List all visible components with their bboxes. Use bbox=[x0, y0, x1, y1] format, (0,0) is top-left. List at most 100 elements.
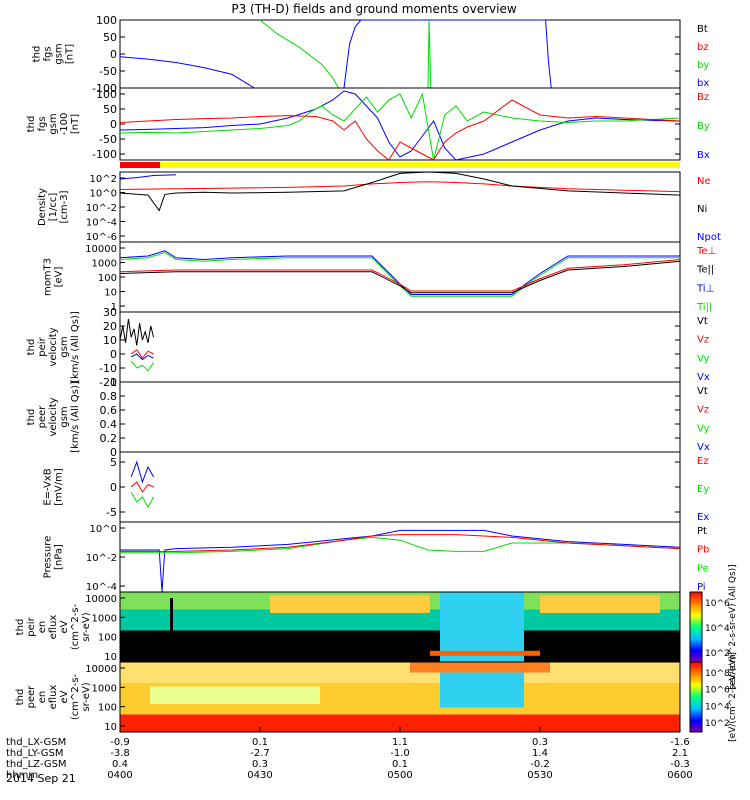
spec-warm-band bbox=[540, 595, 660, 613]
series-Ti|| bbox=[119, 251, 680, 297]
series-Ti⊥ bbox=[119, 250, 680, 295]
y-tick-label: 10 bbox=[104, 652, 117, 663]
x-row-value: 1.1 bbox=[392, 737, 408, 748]
x-row-value: 0600 bbox=[667, 770, 692, 781]
y-tick-label: 10^-2 bbox=[86, 553, 117, 564]
panel-peer_vel: 10.80.60.40.20 thd peer velocity gsm [km/s (A… bbox=[26, 376, 710, 459]
series-Bz bbox=[119, 99, 681, 161]
y-tick-label: 50 bbox=[103, 103, 117, 116]
y-axis-label: peir bbox=[26, 616, 37, 636]
x-row-value: 0400 bbox=[107, 770, 132, 781]
legend-entry: Ti|| bbox=[696, 302, 712, 313]
colorbar-tick-label: 10^4 bbox=[705, 702, 730, 712]
y-axis-label: Density bbox=[37, 188, 48, 226]
x-row-value: 0.4 bbox=[112, 759, 128, 770]
legend-entry: Bx bbox=[697, 150, 710, 161]
y-axis-label: thd bbox=[26, 339, 37, 356]
x-row-value: -1.0 bbox=[390, 748, 410, 759]
panel-peir_spec: 10^6 10^4 10^2[eV/(cm^2-s-sr-eV) (All Qs)]… bbox=[15, 564, 738, 689]
x-row-value: 0.3 bbox=[252, 759, 268, 770]
y-tick-label: 10 bbox=[103, 334, 117, 347]
status-bar-yellow bbox=[120, 162, 680, 168]
y-axis-label: sr-eV) bbox=[81, 682, 92, 711]
x-row-value: -2.7 bbox=[250, 748, 270, 759]
x-row-value: 0.1 bbox=[392, 759, 408, 770]
y-tick-label: -10 bbox=[99, 362, 117, 375]
series-Vz bbox=[130, 349, 154, 360]
series-Te|| bbox=[119, 260, 681, 294]
x-row-value: 0530 bbox=[527, 770, 552, 781]
panel-density: 10^2 10^0 10^-2 10^-4 10^-6 Density [1/cc] [cm-… bbox=[37, 171, 721, 243]
y-tick-label: 0 bbox=[110, 118, 117, 131]
legend-entry: Pb bbox=[697, 545, 709, 556]
colorbar-tick-label: 10^6 bbox=[705, 599, 730, 609]
legend-entry: Te|| bbox=[696, 265, 714, 276]
panel-efield: 5 0 -5 E=-VxB [mV/m] Ez Ey Ex bbox=[43, 451, 709, 523]
y-axis-label: [mV/m] bbox=[54, 468, 65, 506]
y-axis-label: peer bbox=[26, 685, 37, 709]
y-tick-label: 10^-4 bbox=[86, 218, 117, 229]
colorbar bbox=[689, 591, 703, 663]
y-tick-label: 10^2 bbox=[90, 174, 117, 185]
series-Npot bbox=[119, 174, 177, 180]
legend-entry: Ex bbox=[697, 512, 709, 523]
y-tick-label: -50 bbox=[99, 65, 117, 78]
series-Vt bbox=[119, 318, 155, 346]
y-tick-label: -100 bbox=[92, 82, 117, 95]
legend-entry: by bbox=[697, 60, 709, 71]
y-axis-label: eV bbox=[59, 620, 70, 633]
x-row-value: -1.6 bbox=[670, 737, 690, 748]
colorbar-tick-label: 10^2 bbox=[705, 649, 730, 659]
y-tick-label: 0.8 bbox=[100, 390, 118, 403]
legend-entry: Vt bbox=[697, 316, 708, 327]
y-axis-label: thd bbox=[26, 409, 37, 426]
x-row-value: 0.3 bbox=[532, 737, 548, 748]
y-axis-label: peer bbox=[37, 405, 48, 429]
legend-entry: Pe bbox=[697, 563, 709, 574]
y-axis-label: en bbox=[37, 621, 48, 634]
y-tick-label: 100 bbox=[96, 88, 117, 101]
spec-low-energy bbox=[120, 630, 680, 662]
y-axis-label: sr-eV) bbox=[81, 612, 92, 641]
x-row-value: -0.9 bbox=[110, 737, 130, 748]
y-tick-label: 100 bbox=[98, 703, 117, 714]
series-Vy bbox=[130, 360, 155, 372]
y-tick-label: 10 bbox=[104, 722, 117, 733]
legend-entry: Vx bbox=[697, 442, 710, 453]
y-axis-label: en bbox=[37, 691, 48, 704]
spec-gap bbox=[440, 592, 524, 662]
y-axis-label: [cm-3] bbox=[59, 190, 70, 223]
y-tick-label: 10^0 bbox=[90, 524, 117, 535]
colorbar-tick-label: 10^8 bbox=[705, 669, 730, 679]
y-tick-label: 0 bbox=[110, 481, 117, 494]
y-axis-label: [1/cc] bbox=[48, 193, 59, 222]
panel-frame bbox=[119, 241, 681, 313]
panel-frame bbox=[119, 521, 681, 593]
legend-entry: Ez bbox=[697, 456, 709, 467]
y-tick-label: 1000 bbox=[92, 683, 117, 694]
series-Ey bbox=[130, 491, 155, 509]
panel-frame bbox=[119, 19, 681, 89]
legend-entry: Vz bbox=[697, 405, 709, 416]
colorbar-tick-label: 10^4 bbox=[705, 624, 730, 634]
y-tick-label: -100 bbox=[92, 148, 117, 161]
x-row-label: thd_LY-GSM bbox=[6, 748, 63, 759]
series-Ni bbox=[119, 171, 681, 212]
legend-entry: Pi bbox=[697, 582, 706, 593]
x-row-label: thd_LZ-GSM bbox=[6, 759, 67, 770]
y-axis-label: E=-VxB bbox=[43, 468, 54, 505]
y-axis-label: Pressure bbox=[43, 536, 54, 579]
y-tick-label: 1000 bbox=[92, 613, 117, 624]
x-row-label: hhmm bbox=[6, 770, 38, 781]
y-tick-label: 0.4 bbox=[100, 418, 118, 431]
y-tick-label: 1 bbox=[111, 302, 117, 313]
status-bar-red bbox=[120, 162, 160, 168]
legend-entry: Ni bbox=[697, 204, 707, 215]
legend-entry: Npot bbox=[697, 232, 721, 243]
colorbar-label: [eV/(cm^2-s-sr-eV) (All Qs)] bbox=[728, 564, 738, 689]
spec-soft-band bbox=[150, 686, 320, 704]
legend-entry: Vt bbox=[697, 386, 708, 397]
y-axis-label: gsm bbox=[54, 43, 65, 64]
series-Ex bbox=[130, 460, 155, 484]
